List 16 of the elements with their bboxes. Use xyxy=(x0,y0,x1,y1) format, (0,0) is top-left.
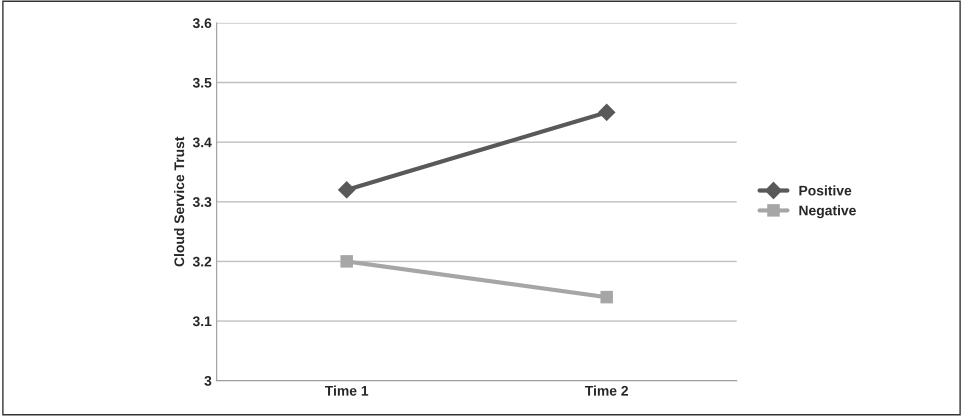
legend-label: Positive xyxy=(799,185,852,196)
legend-label: Negative xyxy=(799,205,856,218)
point xyxy=(340,255,353,268)
y-tick-label: 3.2 xyxy=(192,256,212,267)
y-tick-label: 3.3 xyxy=(192,197,212,207)
x-tick-label: Time 1 xyxy=(324,386,368,396)
y-tick-label: 3.5 xyxy=(192,78,212,88)
y-tick-label: 3.6 xyxy=(192,18,212,28)
point xyxy=(338,181,356,198)
y-tick-label: 3 xyxy=(204,376,212,386)
y-tick-label: 3.1 xyxy=(192,316,212,326)
y-tick-label: 3.4 xyxy=(192,137,212,148)
point xyxy=(600,290,613,304)
y-axis-title: Cloud Service Trust xyxy=(174,136,184,266)
point xyxy=(598,104,616,121)
x-tick-label: Time 2 xyxy=(584,386,628,396)
